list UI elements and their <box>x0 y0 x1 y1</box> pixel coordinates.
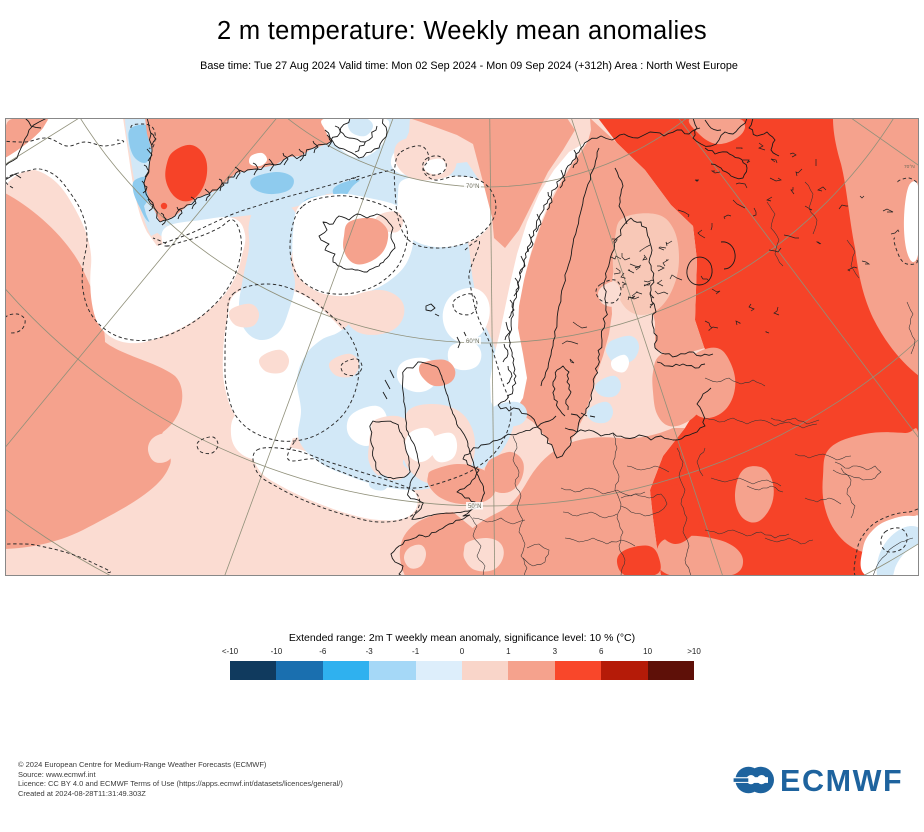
svg-text:50°N: 50°N <box>468 504 481 510</box>
svg-text:ECMWF: ECMWF <box>780 764 903 798</box>
svg-text:70°N: 70°N <box>466 184 479 190</box>
svg-text:70°N: 70°N <box>904 164 915 170</box>
svg-text:60°N: 60°N <box>466 339 479 345</box>
